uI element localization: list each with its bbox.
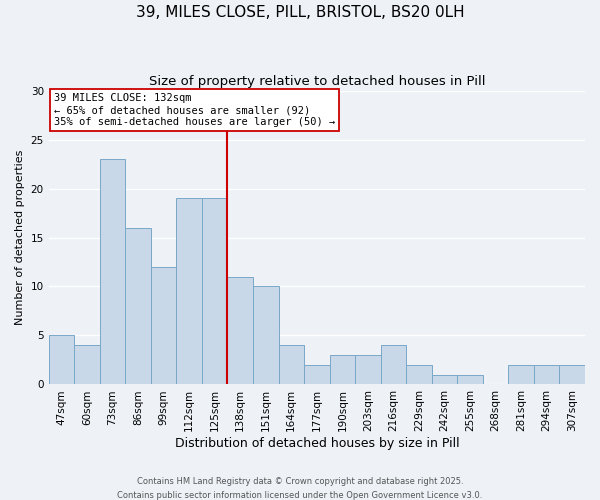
Bar <box>304 365 329 384</box>
Text: 39 MILES CLOSE: 132sqm
← 65% of detached houses are smaller (92)
35% of semi-det: 39 MILES CLOSE: 132sqm ← 65% of detached… <box>54 94 335 126</box>
Bar <box>176 198 202 384</box>
Text: Contains HM Land Registry data © Crown copyright and database right 2025.
Contai: Contains HM Land Registry data © Crown c… <box>118 478 482 500</box>
Bar <box>534 365 559 384</box>
Bar <box>74 346 100 385</box>
Bar <box>380 346 406 385</box>
Bar <box>278 346 304 385</box>
Bar <box>406 365 432 384</box>
Bar <box>100 159 125 384</box>
Text: 39, MILES CLOSE, PILL, BRISTOL, BS20 0LH: 39, MILES CLOSE, PILL, BRISTOL, BS20 0LH <box>136 5 464 20</box>
Bar <box>151 267 176 384</box>
Bar <box>457 374 483 384</box>
Bar <box>253 286 278 384</box>
Bar <box>125 228 151 384</box>
Bar <box>202 198 227 384</box>
Bar <box>227 276 253 384</box>
Bar <box>329 355 355 384</box>
Bar <box>559 365 585 384</box>
X-axis label: Distribution of detached houses by size in Pill: Distribution of detached houses by size … <box>175 437 459 450</box>
Y-axis label: Number of detached properties: Number of detached properties <box>15 150 25 325</box>
Bar <box>432 374 457 384</box>
Bar <box>508 365 534 384</box>
Bar <box>49 336 74 384</box>
Bar <box>355 355 380 384</box>
Title: Size of property relative to detached houses in Pill: Size of property relative to detached ho… <box>149 75 485 88</box>
